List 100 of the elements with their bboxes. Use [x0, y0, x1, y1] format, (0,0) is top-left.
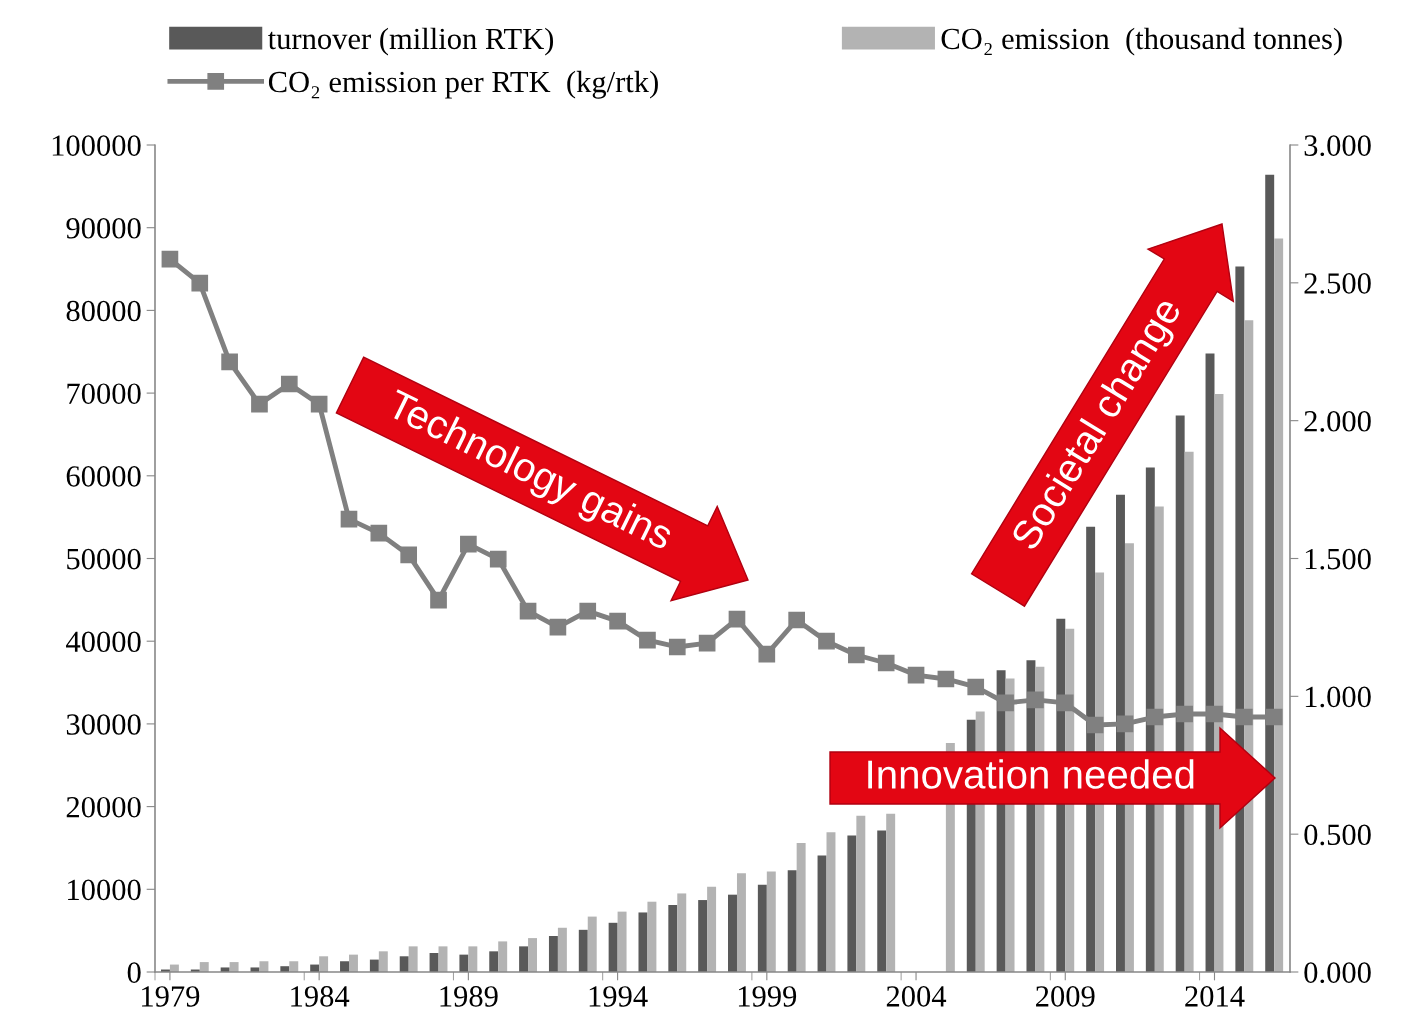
point	[758, 645, 776, 663]
bar	[707, 886, 717, 972]
bar	[548, 936, 558, 972]
point	[1265, 708, 1283, 726]
bar	[319, 956, 329, 972]
point	[340, 510, 358, 528]
bar	[229, 962, 239, 972]
bar	[736, 873, 746, 972]
bar	[519, 946, 529, 972]
y-tick-label: 70000	[67, 383, 141, 404]
x-tick-label: 2004	[886, 986, 947, 1007]
bar	[728, 894, 737, 972]
point	[818, 632, 835, 650]
bar	[796, 842, 806, 972]
point	[549, 618, 567, 636]
point	[1027, 691, 1044, 709]
y-tick-label: 30000	[66, 714, 141, 735]
point	[1056, 694, 1074, 712]
point	[370, 524, 388, 542]
bar	[459, 954, 469, 972]
bar	[528, 938, 538, 972]
x-tick-label: 2009	[1036, 986, 1095, 1007]
bar	[886, 813, 896, 972]
y2-tick-label: 0.500	[1304, 824, 1371, 846]
point	[728, 610, 746, 628]
point	[191, 274, 209, 292]
bar	[698, 900, 708, 972]
bar	[638, 912, 648, 972]
bar	[348, 954, 358, 972]
legend-label: CO₂ emission (thousand tonnes)	[941, 27, 1342, 56]
y-tick-label: 60000	[66, 466, 141, 487]
bar	[787, 870, 797, 972]
point	[1176, 705, 1193, 723]
y2-tick-label: 1.500	[1305, 548, 1371, 570]
point	[698, 634, 716, 652]
point	[1206, 705, 1223, 723]
point	[519, 602, 537, 620]
y-tick-label: 20000	[66, 796, 141, 818]
bar	[429, 952, 439, 972]
point	[161, 250, 179, 268]
y-tick-label: 80000	[66, 300, 141, 322]
y-tick-label: 90000	[66, 217, 141, 239]
bar	[408, 946, 418, 972]
x-tick-label: 1979	[142, 986, 200, 1007]
bar	[289, 961, 299, 972]
point	[221, 353, 238, 371]
bar	[617, 911, 627, 972]
bar	[587, 916, 597, 972]
point	[1086, 716, 1104, 734]
point	[1146, 708, 1164, 726]
bar	[259, 961, 269, 972]
point	[251, 395, 268, 413]
x-tick-label: 1994	[589, 986, 648, 1007]
point	[937, 670, 955, 688]
point	[668, 638, 686, 656]
point	[848, 646, 865, 664]
bar	[647, 901, 657, 972]
bar	[608, 922, 618, 972]
point	[967, 678, 985, 696]
point	[877, 654, 895, 672]
y-tick-label: 40000	[66, 631, 141, 653]
point	[430, 591, 447, 609]
bar	[817, 855, 827, 972]
bar	[498, 941, 508, 972]
bar	[668, 905, 678, 972]
point	[489, 550, 507, 568]
bar	[856, 815, 866, 972]
y2-tick-label: 1.000	[1305, 686, 1371, 708]
bar	[1274, 238, 1284, 972]
point	[788, 611, 805, 629]
bar	[677, 893, 687, 972]
x-tick-label: 2014	[1185, 986, 1245, 1007]
y2-tick-label: 2.500	[1304, 273, 1371, 294]
legend-label: CO₂ emission per RTK (kg/rtk)	[268, 70, 658, 99]
point	[1236, 708, 1253, 726]
point	[310, 395, 328, 413]
point	[997, 694, 1014, 712]
bar	[489, 951, 499, 972]
legend-label: turnover (million RTK)	[267, 27, 554, 56]
point	[1116, 715, 1134, 733]
bar	[399, 956, 409, 972]
x-tick-label: 1989	[440, 986, 498, 1007]
bar	[1265, 174, 1275, 972]
point	[460, 535, 477, 553]
bar	[199, 962, 209, 972]
bar	[468, 946, 478, 972]
point	[907, 666, 925, 684]
bar	[378, 951, 388, 972]
y2-tick-label: 2.000	[1304, 410, 1371, 432]
y-tick-label: 10000	[68, 879, 141, 901]
point	[280, 375, 298, 393]
bar	[757, 884, 767, 972]
bar	[557, 927, 567, 972]
y-tick-label: 0	[127, 962, 141, 983]
bar	[340, 961, 349, 972]
point	[400, 546, 418, 564]
bar	[578, 929, 588, 972]
bar	[766, 871, 776, 972]
x-tick-label: 1999	[738, 986, 797, 1007]
point	[609, 612, 626, 630]
